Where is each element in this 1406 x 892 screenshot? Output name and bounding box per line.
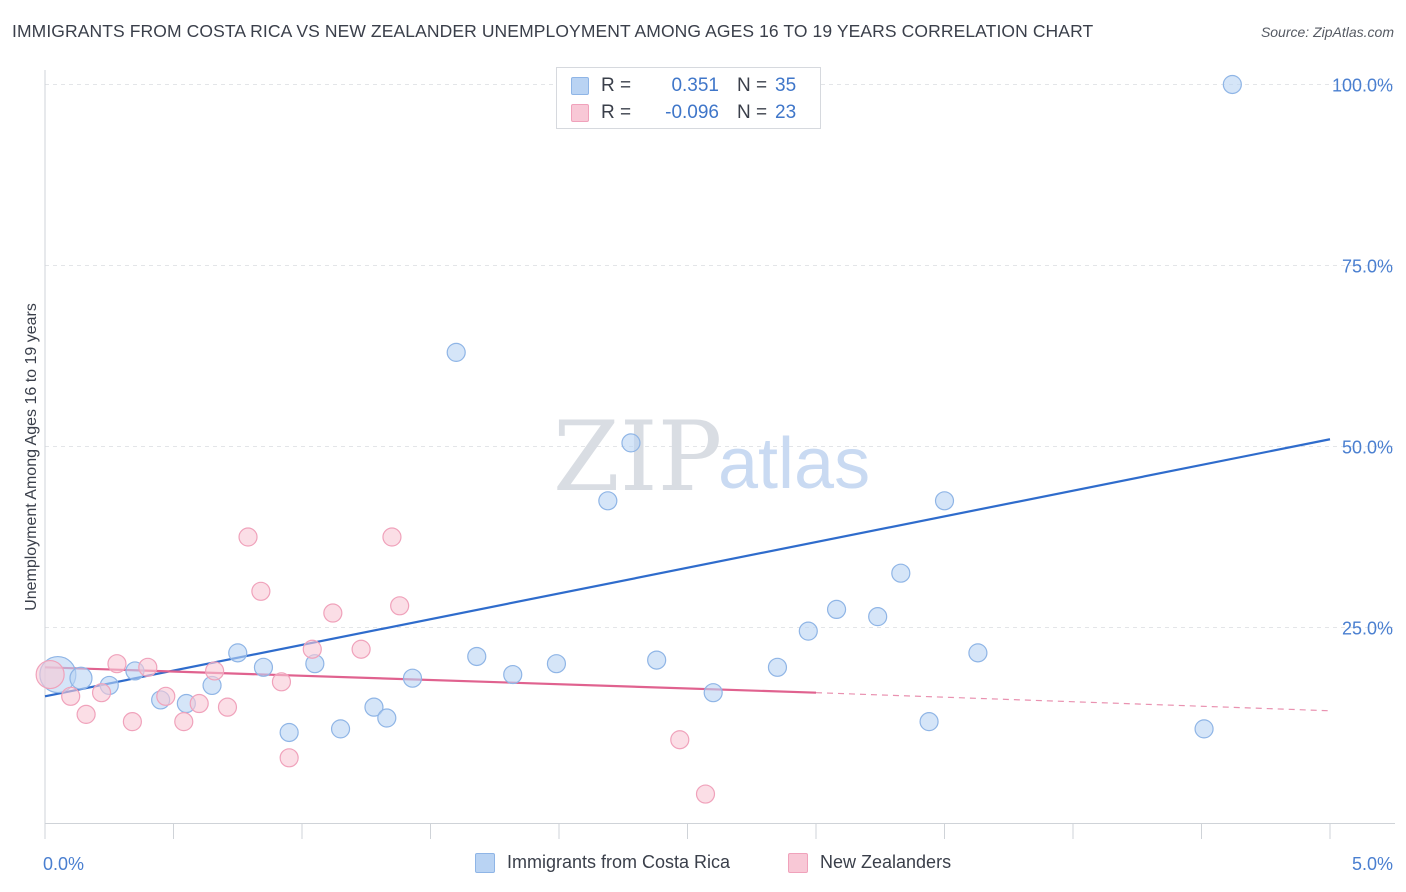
- legend-row-new-zealanders: R = -0.096 N = 23: [571, 101, 796, 125]
- axes: [44, 70, 1395, 839]
- new-zealander-trend-line-extension: [815, 692, 1331, 712]
- costa-rica-point: [891, 563, 911, 583]
- costa-rica-point: [364, 697, 384, 717]
- new-zealander-point: [302, 639, 322, 659]
- new-zealander-point: [217, 697, 238, 717]
- costa-rica-point: [826, 599, 847, 620]
- new-zealander-point: [251, 581, 271, 601]
- new-zealander-point: [351, 639, 371, 659]
- watermark-atlas: atlas: [718, 424, 870, 504]
- new-zealander-point: [382, 527, 402, 547]
- new-zealander-point: [271, 672, 292, 692]
- r-value: 0.351: [671, 75, 719, 96]
- x-tick-label: 0.0%: [43, 854, 84, 874]
- legend-item-new-zealanders[interactable]: New Zealanders: [788, 852, 951, 873]
- series-legend: Immigrants from Costa Rica New Zealander…: [0, 852, 1406, 876]
- n-label: N =: [737, 75, 768, 96]
- costa-rica-point: [598, 491, 618, 511]
- legend-label: New Zealanders: [820, 852, 952, 872]
- legend-swatch-blue: [475, 852, 495, 873]
- costa-rica-point: [467, 646, 487, 667]
- new-zealander-point: [279, 748, 299, 768]
- costa-rica-point: [377, 708, 397, 728]
- new-zealander-point: [670, 730, 690, 750]
- costa-rica-point: [703, 683, 723, 703]
- new-zealander-point: [61, 686, 81, 706]
- costa-rica-point: [69, 666, 93, 690]
- r-label: R =: [601, 75, 632, 96]
- costa-rica-point: [446, 342, 466, 362]
- costa-rica-point: [546, 654, 567, 674]
- watermark-zip: ZIP: [553, 401, 722, 513]
- n-value: 35: [775, 75, 797, 96]
- new-zealander-point: [122, 712, 142, 732]
- correlation-legend: R = 0.351 N = 35 R = -0.096 N = 23: [556, 67, 821, 129]
- new-zealander-point: [238, 527, 258, 547]
- n-value: 23: [775, 102, 797, 123]
- watermark: ZIP atlas: [553, 401, 870, 513]
- new-zealander-point: [138, 657, 158, 677]
- y-tick-label: 25.0%: [1342, 619, 1393, 639]
- costa-rica-point: [968, 643, 988, 663]
- new-zealander-point: [35, 659, 65, 690]
- costa-rica-point: [767, 657, 788, 677]
- n-label: N =: [737, 102, 768, 123]
- costa-rica-point: [798, 621, 818, 641]
- chart-title: IMMIGRANTS FROM COSTA RICA VS NEW ZEALAN…: [12, 21, 1094, 41]
- costa-rica-point: [1194, 719, 1214, 739]
- new-zealander-point: [174, 712, 194, 732]
- source-credit: Source: ZipAtlas.com: [1260, 24, 1394, 40]
- trend-lines: [44, 438, 1331, 712]
- costa-rica-point: [253, 657, 274, 677]
- legend-item-costa-rica[interactable]: Immigrants from Costa Rica: [475, 852, 730, 873]
- tick-labels: 25.0% 50.0% 75.0% 100.0% 0.0% 5.0%: [43, 75, 1393, 874]
- costa-rica-point: [330, 719, 351, 739]
- legend-row-costa-rica: R = 0.351 N = 35: [571, 74, 796, 98]
- new-zealander-point: [189, 693, 209, 714]
- y-tick-label: 100.0%: [1332, 75, 1393, 95]
- costa-rica-point: [919, 712, 939, 732]
- costa-rica-point: [279, 722, 299, 743]
- costa-rica-point: [647, 650, 667, 670]
- new-zealander-point: [323, 603, 343, 623]
- r-label: R =: [601, 102, 632, 123]
- legend-swatch-blue: [571, 77, 589, 95]
- y-tick-label: 50.0%: [1342, 438, 1393, 458]
- costa-rica-point: [621, 433, 641, 453]
- costa-rica-point: [402, 668, 423, 688]
- new-zealander-trend-line: [44, 666, 817, 694]
- legend-swatch-pink: [571, 104, 589, 122]
- legend-swatch-pink: [788, 852, 808, 873]
- legend-label: Immigrants from Costa Rica: [507, 852, 731, 872]
- costa-rica-point: [934, 491, 955, 511]
- new-zealander-point: [156, 686, 176, 706]
- costa-rica-trend-line: [44, 438, 1331, 698]
- data-points: [35, 74, 1242, 804]
- new-zealander-point: [91, 683, 112, 703]
- x-tick-label: 5.0%: [1352, 854, 1393, 874]
- new-zealander-point: [390, 596, 410, 616]
- new-zealander-point: [107, 654, 127, 674]
- costa-rica-point: [868, 607, 888, 627]
- costa-rica-point: [228, 643, 248, 663]
- new-zealander-point: [205, 661, 225, 681]
- y-axis-label: Unemployment Among Ages 16 to 19 years: [23, 303, 40, 611]
- new-zealander-point: [76, 704, 96, 724]
- new-zealander-point: [695, 784, 716, 804]
- y-tick-label: 75.0%: [1342, 256, 1393, 276]
- costa-rica-point: [1222, 74, 1242, 95]
- costa-rica-point: [503, 664, 523, 685]
- r-value: -0.096: [665, 102, 719, 123]
